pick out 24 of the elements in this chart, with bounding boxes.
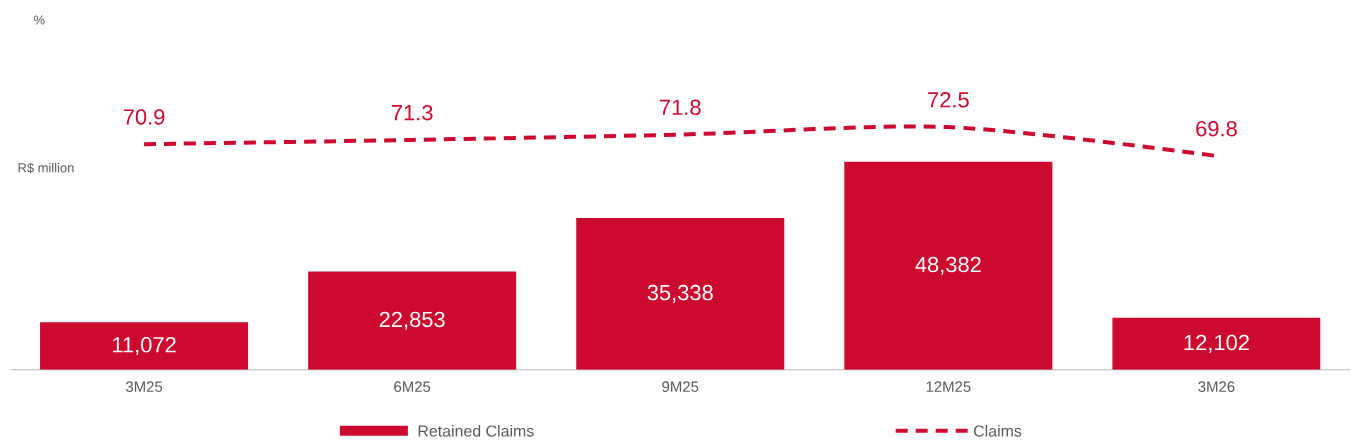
data-label: 72.5 [928,92,969,108]
x-tick-label: 3M26 [1198,381,1235,393]
bar [40,322,249,370]
data-label: 12,102 [1184,334,1249,353]
data-label: 22,853 [379,311,445,330]
y-axis-title: R$ million [18,162,74,174]
data-label: 35,338 [647,284,713,303]
x-tick-label: 12M25 [926,381,971,393]
legend-label: Claims [974,425,1022,437]
text: % [34,15,45,25]
data-label: 71.3 [391,104,433,121]
bar [576,217,785,370]
bar [844,161,1053,370]
legend-label: Retained Claims [418,425,534,437]
x-tick-label: 3M25 [125,381,163,393]
x-tick-label: 9M25 [662,381,699,393]
data-label: 48,382 [915,256,981,275]
data-label: 11,072 [113,337,176,356]
data-label: 71.8 [660,99,701,116]
bar [1112,317,1321,370]
data-label: 69.8 [1196,121,1237,137]
x-tick-label: 6M25 [394,381,431,393]
bar [308,271,517,370]
data-label: 70.9 [123,109,165,125]
